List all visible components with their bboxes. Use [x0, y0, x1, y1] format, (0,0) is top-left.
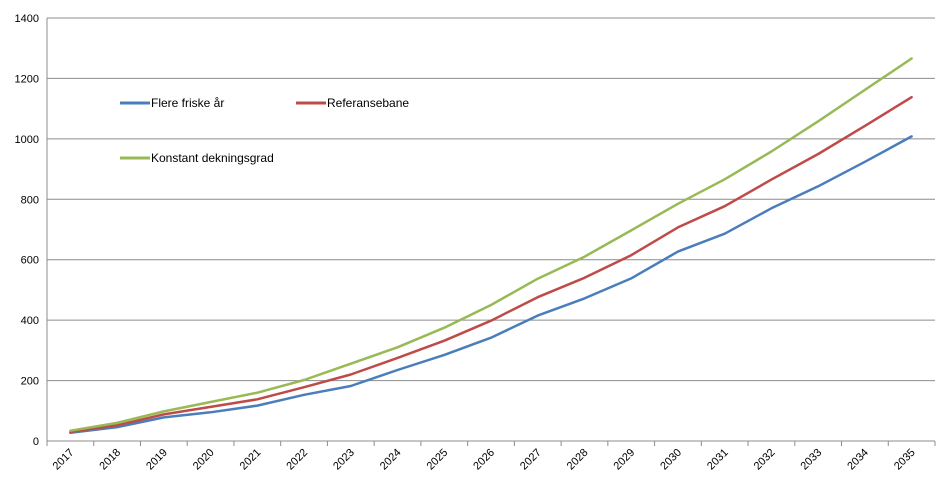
legend-item-referansebane: Referansebane	[296, 96, 409, 110]
x-tick-label: 2025	[425, 447, 451, 473]
y-tick-label: 800	[21, 194, 39, 206]
y-tick-label: 600	[21, 255, 39, 267]
x-tick-label: 2035	[892, 447, 918, 473]
x-tick-label: 2021	[238, 447, 264, 473]
x-tick-label: 2023	[331, 447, 357, 473]
x-tick-label: 2026	[471, 447, 497, 473]
x-tick-label: 2032	[752, 447, 778, 473]
y-axis: 0 200 400 600 800 1000 1200 1400	[15, 13, 48, 448]
series-lines	[69, 57, 913, 435]
x-tick-label: 2029	[612, 447, 638, 473]
y-tick-label: 1000	[15, 134, 39, 146]
y-tick-label: 1400	[15, 13, 39, 25]
y-tick-label: 400	[21, 315, 39, 327]
series-line-1	[69, 95, 913, 434]
x-tick-label: 2028	[565, 447, 591, 473]
gridlines	[47, 17, 935, 442]
x-tick-label: 2027	[518, 447, 544, 473]
x-tick-label: 2018	[97, 447, 123, 473]
y-tick-label: 0	[33, 436, 39, 448]
x-tick-label: 2024	[378, 447, 404, 473]
legend-label: Referansebane	[327, 96, 409, 110]
series-line-2	[69, 57, 913, 432]
x-tick-label: 2030	[658, 447, 684, 473]
x-axis: 2017 2018 2019 2020 2021 2022 2023 2024 2025 2026…	[46, 441, 936, 473]
x-tick-label: 2020	[191, 447, 217, 473]
x-tick-label: 2033	[798, 447, 824, 473]
legend-label: Flere friske år	[151, 96, 224, 110]
legend-item-flere-friske-ar: Flere friske år	[120, 96, 224, 110]
legend-label: Konstant dekningsgrad	[151, 151, 274, 165]
x-tick-label: 2017	[51, 447, 77, 473]
y-tick-label: 1200	[15, 73, 39, 85]
legend-item-konstant-dekningsgrad: Konstant dekningsgrad	[120, 151, 274, 165]
y-tick-label: 200	[21, 376, 39, 388]
series-line-0	[69, 135, 913, 435]
x-tick-label: 2019	[144, 447, 170, 473]
x-tick-label: 2022	[284, 447, 310, 473]
legend: Flere friske år Referansebane Konstant d…	[120, 96, 409, 165]
x-tick-label: 2031	[705, 447, 731, 473]
x-tick-label: 2034	[845, 447, 871, 473]
